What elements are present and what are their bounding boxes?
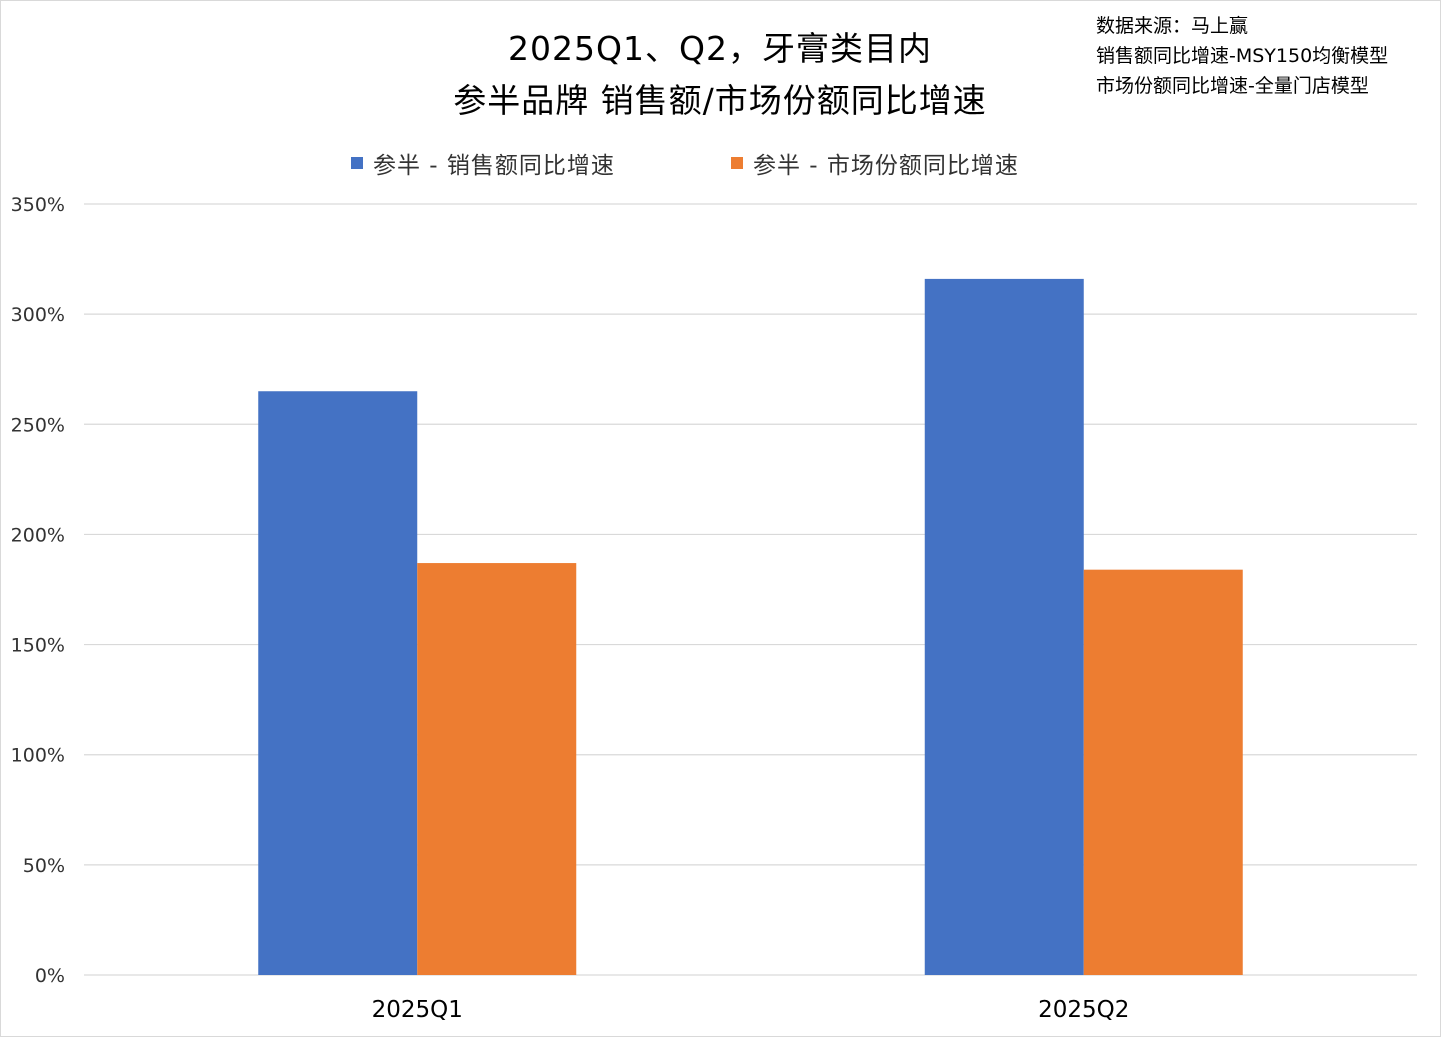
chart-title-line2: 参半品牌 销售额/市场份额同比增速 — [453, 81, 987, 120]
legend-item-sales: 参半 - 销售额同比增速 — [351, 146, 615, 180]
share-model-note: 市场份额同比增速-全量门店模型 — [1096, 75, 1369, 97]
y-tick-label: 250% — [11, 414, 65, 436]
y-tick-label: 50% — [23, 855, 65, 877]
x-tick-label: 2025Q1 — [372, 997, 463, 1023]
bar-sales-2025q1 — [258, 391, 418, 975]
legend-swatch-sales — [351, 157, 363, 169]
bar-share-2025q2 — [1083, 569, 1243, 975]
legend-label-sales: 参半 - 销售额同比增速 — [373, 153, 615, 179]
legend-swatch-share — [731, 157, 743, 169]
y-tick-label: 100% — [11, 745, 65, 767]
x-tick-label: 2025Q2 — [1038, 997, 1129, 1023]
y-tick-label: 150% — [11, 635, 65, 657]
legend-item-share: 参半 - 市场份额同比增速 — [731, 146, 1019, 180]
bar-share-2025q1 — [417, 563, 577, 975]
chart-legend: 参半 - 销售额同比增速 参半 - 市场份额同比增速 — [0, 146, 1441, 179]
chart-title-line1: 2025Q1、Q2，牙膏类目内 — [508, 29, 932, 68]
sales-model-note: 销售额同比增速-MSY150均衡模型 — [1096, 45, 1389, 67]
y-tick-label: 200% — [11, 524, 65, 546]
data-source-note: 数据来源：马上赢 — [1096, 15, 1249, 37]
legend-label-share: 参半 - 市场份额同比增速 — [753, 153, 1019, 179]
y-tick-label: 300% — [11, 304, 65, 326]
bar-sales-2025q2 — [924, 278, 1084, 975]
y-tick-label: 0% — [35, 965, 65, 987]
y-tick-label: 350% — [11, 194, 65, 216]
